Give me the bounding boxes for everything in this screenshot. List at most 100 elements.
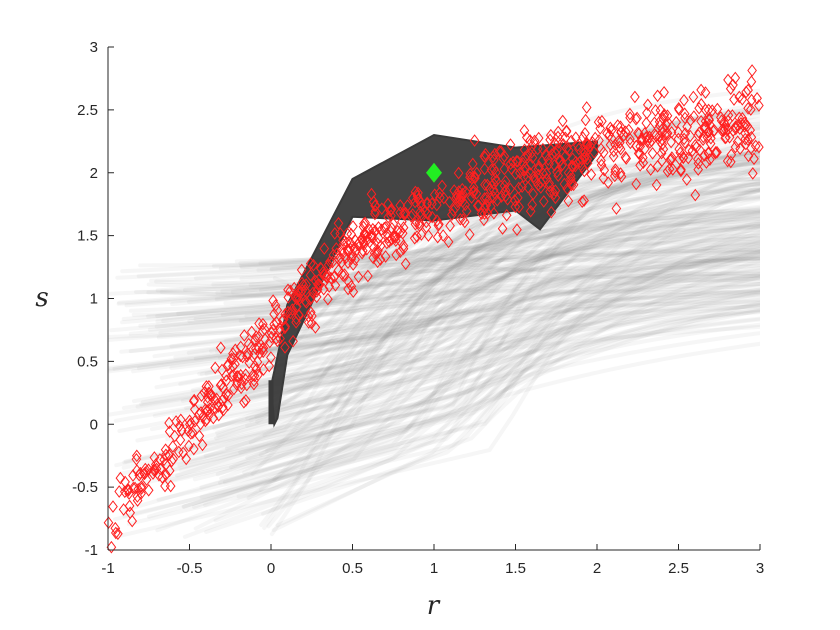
background-curve: [180, 317, 760, 437]
background-curve: [204, 230, 760, 534]
sample-point: [642, 98, 653, 112]
sample-point: [497, 222, 508, 235]
sample-point: [143, 483, 154, 497]
sample-point: [280, 341, 290, 354]
sample-point: [252, 355, 263, 369]
sample-point: [696, 83, 706, 97]
background-curve: [269, 162, 760, 537]
sample-point: [725, 82, 736, 96]
sample-point: [305, 268, 316, 282]
sample-point: [388, 217, 399, 231]
sample-point: [266, 330, 277, 344]
sample-point: [651, 178, 662, 192]
sample-point: [133, 482, 144, 496]
sample-point: [373, 221, 384, 234]
background-curve: [166, 271, 760, 453]
sample-point: [135, 466, 146, 480]
background-curve: [182, 307, 760, 539]
sample-point: [586, 168, 597, 181]
background-curve: [255, 149, 760, 424]
sample-point: [398, 239, 409, 253]
sample-point: [541, 167, 552, 180]
sample-point: [715, 111, 726, 124]
sample-point: [657, 122, 668, 135]
sample-point: [368, 251, 379, 265]
sample-point: [730, 71, 741, 85]
sample-point: [528, 170, 539, 184]
sample-point: [201, 380, 212, 393]
background-curve: [181, 307, 760, 509]
background-curve: [128, 159, 760, 354]
sample-point: [161, 448, 171, 462]
y-tick-label: 2.5: [77, 102, 98, 119]
sample-point: [667, 151, 677, 164]
sample-point: [372, 237, 383, 250]
background-curve: [121, 210, 760, 321]
sample-point: [415, 205, 426, 219]
sample-point: [490, 147, 500, 161]
sample-point: [615, 120, 626, 134]
background-curve: [176, 189, 760, 316]
background-curve: [223, 256, 760, 343]
background-curve: [192, 287, 760, 509]
sample-point: [646, 134, 657, 148]
sample-point: [271, 316, 282, 329]
sample-point: [747, 167, 758, 180]
sample-point: [164, 464, 175, 478]
sample-point: [655, 103, 666, 117]
sample-point: [533, 162, 544, 176]
sample-point: [283, 283, 293, 297]
sample-point: [594, 134, 604, 147]
sample-point: [432, 230, 443, 244]
x-tick-label: 2.5: [668, 560, 689, 577]
sample-point: [288, 334, 298, 348]
sample-point: [291, 315, 301, 329]
sample-point: [698, 130, 709, 144]
sample-point: [296, 263, 307, 277]
sample-point: [750, 139, 761, 153]
background-curve: [245, 137, 760, 460]
sample-point: [184, 439, 194, 453]
sample-point: [128, 469, 138, 482]
background-curve: [117, 251, 760, 476]
sample-point: [468, 186, 479, 199]
sample-point: [657, 138, 668, 151]
background-curve: [248, 148, 760, 423]
background-curve: [218, 253, 760, 485]
sample-point: [489, 206, 499, 220]
background-curve: [109, 179, 760, 333]
y-tick-label: 2: [90, 165, 98, 182]
sample-point: [390, 234, 401, 248]
sample-point: [489, 162, 499, 176]
sample-point: [674, 152, 685, 166]
sample-point: [712, 145, 722, 159]
background-curve: [155, 223, 760, 319]
sample-point: [560, 131, 571, 145]
sample-point: [574, 142, 584, 156]
background-curve: [152, 168, 760, 418]
background-curve: [170, 222, 760, 307]
sample-point: [167, 440, 178, 453]
sample-point: [131, 452, 142, 466]
sample-point: [400, 257, 411, 271]
background-curve: [268, 187, 760, 405]
background-curve: [250, 293, 760, 356]
sample-point: [291, 292, 302, 306]
sample-point: [376, 223, 387, 237]
sample-point: [656, 146, 667, 160]
sample-point: [453, 166, 464, 180]
sample-point: [676, 163, 686, 176]
sample-point: [596, 158, 607, 172]
background-curve: [204, 252, 760, 376]
sample-point: [566, 178, 577, 192]
x-tick-label: -0.5: [177, 560, 203, 577]
sample-point: [695, 143, 705, 157]
sample-point: [665, 153, 675, 167]
sample-point: [371, 247, 382, 260]
sample-point: [149, 462, 160, 476]
sample-point: [280, 320, 291, 333]
sample-point: [348, 220, 358, 233]
background-curve: [230, 155, 760, 408]
sample-point: [445, 219, 455, 233]
background-curve: [192, 302, 760, 482]
